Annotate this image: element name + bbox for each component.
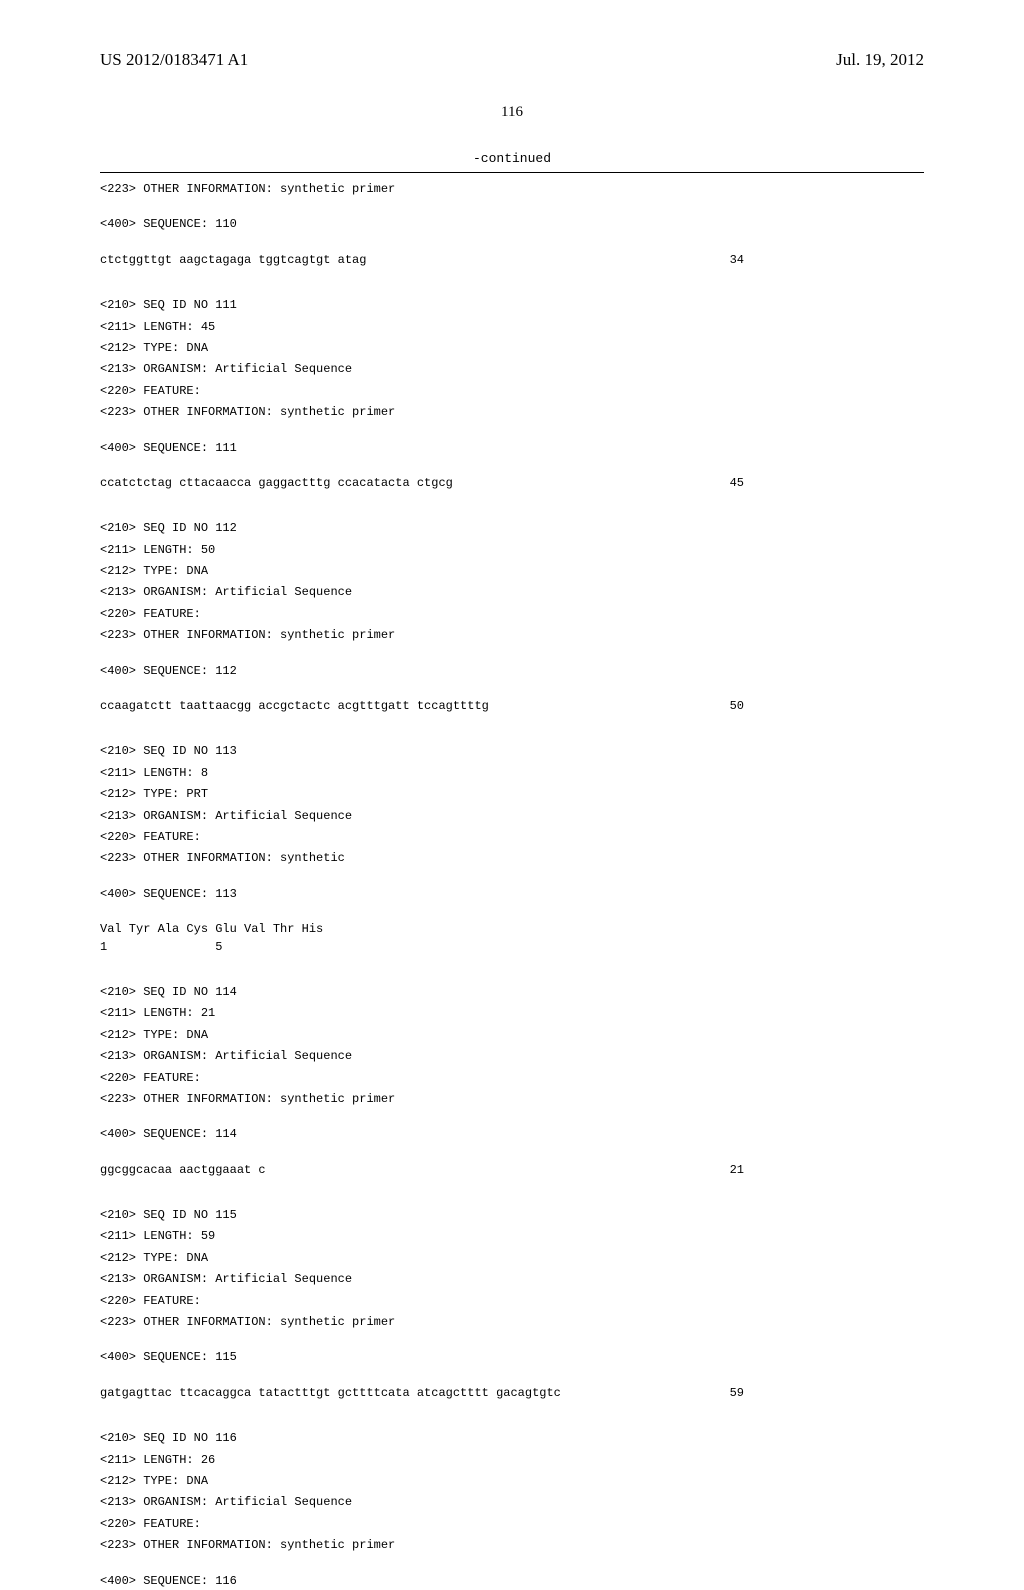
- spacer: [100, 506, 924, 520]
- continued-label: -continued: [100, 151, 924, 166]
- spacer: [100, 426, 924, 440]
- sequence-line: ctctggttgt aagctagaga tggtcagtgt atag 34: [100, 252, 924, 269]
- meta-line: <212> TYPE: DNA: [100, 1250, 924, 1267]
- meta-line: <210> SEQ ID NO 112: [100, 520, 924, 537]
- sequence-text: gatgagttac ttcacaggca tatactttgt gcttttc…: [100, 1385, 561, 1402]
- meta-line: <211> LENGTH: 59: [100, 1228, 924, 1245]
- spacer: [100, 684, 924, 698]
- meta-line: <212> TYPE: PRT: [100, 786, 924, 803]
- publication-date: Jul. 19, 2012: [836, 50, 924, 70]
- spacer: [100, 1148, 924, 1162]
- meta-line: <220> FEATURE:: [100, 1293, 924, 1310]
- sequence-text: ggcggcacaa aactggaaat c: [100, 1162, 266, 1179]
- spacer: [100, 1416, 924, 1430]
- sequence-text: ctctggttgt aagctagaga tggtcagtgt atag: [100, 252, 366, 269]
- meta-line: <213> ORGANISM: Artificial Sequence: [100, 1494, 924, 1511]
- sequence-header: <400> SEQUENCE: 116: [100, 1573, 924, 1590]
- meta-line: <223> OTHER INFORMATION: synthetic prime…: [100, 1537, 924, 1554]
- sequence-line: gatgagttac ttcacaggca tatactttgt gcttttc…: [100, 1385, 924, 1402]
- meta-line: <212> TYPE: DNA: [100, 1027, 924, 1044]
- sequence-line: Val Tyr Ala Cys Glu Val Thr His: [100, 921, 924, 938]
- spacer: [100, 1335, 924, 1349]
- sequence-line: 1 5: [100, 939, 924, 956]
- sequence-position: 34: [730, 252, 744, 269]
- meta-line: <210> SEQ ID NO 114: [100, 984, 924, 1001]
- sequence-position: 50: [730, 698, 744, 715]
- sequence-text: Val Tyr Ala Cys Glu Val Thr His: [100, 921, 323, 938]
- spacer: [100, 492, 924, 506]
- page-header: US 2012/0183471 A1 Jul. 19, 2012: [100, 50, 924, 70]
- meta-line: <210> SEQ ID NO 111: [100, 297, 924, 314]
- spacer: [100, 1193, 924, 1207]
- spacer: [100, 1402, 924, 1416]
- meta-line: <212> TYPE: DNA: [100, 340, 924, 357]
- spacer: [100, 1179, 924, 1193]
- meta-line: <212> TYPE: DNA: [100, 1473, 924, 1490]
- meta-line: <220> FEATURE:: [100, 1516, 924, 1533]
- meta-line: <213> ORGANISM: Artificial Sequence: [100, 361, 924, 378]
- page-number: 116: [100, 104, 924, 121]
- meta-line: <213> ORGANISM: Artificial Sequence: [100, 808, 924, 825]
- sequence-header: <400> SEQUENCE: 113: [100, 886, 924, 903]
- meta-line: <211> LENGTH: 50: [100, 542, 924, 559]
- sequence-listing: <223> OTHER INFORMATION: synthetic prime…: [100, 181, 924, 1590]
- meta-line: <220> FEATURE:: [100, 606, 924, 623]
- spacer: [100, 269, 924, 283]
- spacer: [100, 461, 924, 475]
- sequence-header: <400> SEQUENCE: 114: [100, 1126, 924, 1143]
- sequence-position: 59: [730, 1385, 744, 1402]
- sequence-position: 45: [730, 475, 744, 492]
- sequence-text: ccatctctag cttacaacca gaggactttg ccacata…: [100, 475, 453, 492]
- spacer: [100, 1559, 924, 1573]
- meta-line: <220> FEATURE:: [100, 829, 924, 846]
- meta-line: <210> SEQ ID NO 113: [100, 743, 924, 760]
- sequence-header: <400> SEQUENCE: 115: [100, 1349, 924, 1366]
- spacer: [100, 907, 924, 921]
- spacer: [100, 649, 924, 663]
- sequence-header: <400> SEQUENCE: 110: [100, 216, 924, 233]
- meta-line: <211> LENGTH: 26: [100, 1452, 924, 1469]
- spacer: [100, 283, 924, 297]
- sequence-position: 21: [730, 1162, 744, 1179]
- sequence-text: 1 5: [100, 939, 222, 956]
- page-container: US 2012/0183471 A1 Jul. 19, 2012 116 -co…: [0, 0, 1024, 1320]
- meta-line: <212> TYPE: DNA: [100, 563, 924, 580]
- spacer: [100, 238, 924, 252]
- sequence-line: ccatctctag cttacaacca gaggactttg ccacata…: [100, 475, 924, 492]
- spacer: [100, 872, 924, 886]
- meta-line: <210> SEQ ID NO 115: [100, 1207, 924, 1224]
- meta-line: <220> FEATURE:: [100, 1070, 924, 1087]
- sequence-line: ccaagatctt taattaacgg accgctactc acgtttg…: [100, 698, 924, 715]
- meta-line: <211> LENGTH: 45: [100, 319, 924, 336]
- divider: [100, 172, 924, 173]
- meta-line: <210> SEQ ID NO 116: [100, 1430, 924, 1447]
- meta-line: <213> ORGANISM: Artificial Sequence: [100, 1271, 924, 1288]
- meta-line: <223> OTHER INFORMATION: synthetic: [100, 850, 924, 867]
- meta-line: <220> FEATURE:: [100, 383, 924, 400]
- spacer: [100, 956, 924, 970]
- spacer: [100, 970, 924, 984]
- meta-line: <223> OTHER INFORMATION: synthetic prime…: [100, 627, 924, 644]
- meta-line: <223> OTHER INFORMATION: synthetic prime…: [100, 1091, 924, 1108]
- meta-line: <211> LENGTH: 8: [100, 765, 924, 782]
- meta-line: <213> ORGANISM: Artificial Sequence: [100, 1048, 924, 1065]
- sequence-header: <400> SEQUENCE: 111: [100, 440, 924, 457]
- spacer: [100, 1112, 924, 1126]
- spacer: [100, 729, 924, 743]
- meta-line: <211> LENGTH: 21: [100, 1005, 924, 1022]
- spacer: [100, 715, 924, 729]
- meta-line: <223> OTHER INFORMATION: synthetic prime…: [100, 1314, 924, 1331]
- spacer: [100, 202, 924, 216]
- spacer: [100, 1371, 924, 1385]
- sequence-text: ccaagatctt taattaacgg accgctactc acgtttg…: [100, 698, 489, 715]
- meta-line: <213> ORGANISM: Artificial Sequence: [100, 584, 924, 601]
- meta-line: <223> OTHER INFORMATION: synthetic prime…: [100, 404, 924, 421]
- publication-number: US 2012/0183471 A1: [100, 50, 248, 70]
- meta-line: <223> OTHER INFORMATION: synthetic prime…: [100, 181, 924, 198]
- sequence-line: ggcggcacaa aactggaaat c 21: [100, 1162, 924, 1179]
- sequence-header: <400> SEQUENCE: 112: [100, 663, 924, 680]
